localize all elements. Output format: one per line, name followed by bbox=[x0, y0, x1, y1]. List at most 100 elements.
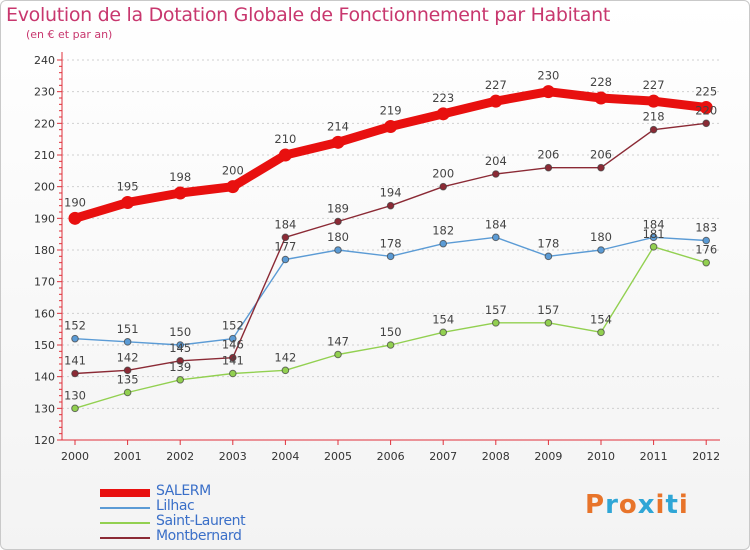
legend-label: SALERM bbox=[156, 483, 211, 499]
data-point-lilhac bbox=[386, 252, 395, 261]
y-tick-label: 240 bbox=[34, 54, 55, 67]
legend-swatch bbox=[100, 507, 150, 509]
data-point-montbernard bbox=[386, 201, 395, 210]
data-point-salerm bbox=[331, 135, 345, 149]
data-label-salerm: 228 bbox=[590, 75, 612, 89]
data-point-montbernard bbox=[123, 366, 132, 375]
x-tick-label: 2005 bbox=[324, 450, 352, 463]
series-points bbox=[68, 85, 713, 413]
data-point-lilhac bbox=[597, 246, 605, 254]
data-point-montbernard bbox=[702, 119, 711, 128]
data-point-saint-laurent bbox=[702, 258, 711, 267]
data-point-montbernard bbox=[492, 170, 500, 178]
legend-label: Saint-Laurent bbox=[156, 513, 246, 529]
data-point-saint-laurent bbox=[439, 328, 448, 337]
data-label-saint-laurent: 157 bbox=[485, 303, 507, 317]
x-tick-label: 2009 bbox=[534, 450, 562, 463]
data-point-montbernard bbox=[439, 182, 448, 191]
data-label-lilhac: 178 bbox=[537, 236, 559, 250]
data-point-saint-laurent bbox=[229, 369, 237, 378]
data-label-montbernard: 204 bbox=[485, 154, 507, 168]
data-point-saint-laurent bbox=[544, 319, 553, 327]
x-tick-label: 2007 bbox=[429, 450, 457, 463]
data-point-lilhac bbox=[281, 255, 290, 264]
data-label-montbernard: 206 bbox=[537, 148, 559, 162]
y-tick-label: 220 bbox=[34, 117, 55, 130]
data-point-lilhac bbox=[492, 233, 500, 242]
logo-letter: o bbox=[618, 490, 638, 520]
data-point-lilhac bbox=[176, 341, 184, 349]
data-point-saint-laurent bbox=[123, 388, 132, 397]
data-label-saint-laurent: 139 bbox=[169, 360, 191, 374]
x-tick-label: 2001 bbox=[114, 450, 142, 463]
data-point-lilhac bbox=[702, 236, 711, 245]
data-label-saint-laurent: 154 bbox=[590, 312, 612, 326]
y-tick-label: 170 bbox=[34, 276, 55, 289]
data-point-salerm bbox=[278, 148, 292, 162]
data-label-saint-laurent: 135 bbox=[117, 373, 139, 387]
data-point-saint-laurent bbox=[597, 328, 605, 337]
data-label-montbernard: 206 bbox=[590, 148, 612, 162]
data-label-montbernard: 218 bbox=[643, 110, 665, 124]
data-point-salerm bbox=[647, 94, 661, 108]
x-tick-label: 2002 bbox=[166, 450, 194, 463]
data-label-salerm: 223 bbox=[432, 91, 454, 105]
data-point-lilhac bbox=[229, 334, 237, 343]
data-label-montbernard: 146 bbox=[222, 338, 244, 352]
y-tick-label: 120 bbox=[34, 434, 55, 447]
chart-title: Evolution de la Dotation Globale de Fonc… bbox=[6, 4, 611, 26]
data-label-lilhac: 150 bbox=[169, 325, 191, 339]
x-tick-label: 2000 bbox=[61, 450, 89, 463]
data-point-salerm bbox=[384, 120, 398, 133]
data-point-saint-laurent bbox=[492, 319, 500, 327]
data-label-saint-laurent: 176 bbox=[695, 243, 717, 257]
legend-swatch bbox=[100, 522, 150, 524]
data-point-lilhac bbox=[544, 252, 553, 261]
data-labels: 190 195 198 200 210 214 219 223 227 230 228 227 225 1… bbox=[64, 69, 717, 403]
data-label-salerm: 227 bbox=[485, 78, 507, 92]
y-tick-label: 140 bbox=[34, 371, 55, 384]
y-tick-label: 180 bbox=[34, 244, 55, 257]
data-label-salerm: 200 bbox=[222, 164, 244, 178]
legend-swatch bbox=[100, 537, 150, 539]
data-point-saint-laurent bbox=[334, 350, 342, 359]
data-label-montbernard: 142 bbox=[117, 350, 139, 364]
data-label-montbernard: 189 bbox=[327, 202, 349, 216]
data-label-lilhac: 184 bbox=[485, 217, 507, 231]
data-point-montbernard bbox=[71, 369, 79, 378]
data-point-salerm bbox=[699, 101, 713, 114]
x-tick-label: 2004 bbox=[271, 450, 299, 463]
data-point-salerm bbox=[594, 91, 608, 105]
data-label-saint-laurent: 147 bbox=[327, 335, 349, 349]
data-label-lilhac: 184 bbox=[643, 217, 665, 231]
data-label-salerm: 190 bbox=[64, 195, 86, 209]
data-point-salerm bbox=[121, 196, 135, 209]
data-label-lilhac: 180 bbox=[327, 230, 349, 244]
logo-letter: t bbox=[665, 490, 679, 520]
data-point-lilhac bbox=[649, 233, 658, 242]
data-point-lilhac bbox=[334, 246, 342, 254]
data-label-montbernard: 194 bbox=[380, 186, 402, 200]
data-label-lilhac: 182 bbox=[432, 224, 454, 238]
data-point-montbernard bbox=[176, 357, 184, 365]
data-point-lilhac bbox=[439, 239, 448, 248]
x-tick-label: 2003 bbox=[219, 450, 247, 463]
data-point-saint-laurent bbox=[71, 404, 79, 413]
data-point-salerm bbox=[226, 180, 240, 194]
data-point-salerm bbox=[68, 211, 82, 225]
chart-subtitle: (en € et par an) bbox=[26, 28, 113, 41]
data-label-montbernard: 145 bbox=[169, 341, 191, 355]
logo-letter: r bbox=[605, 490, 619, 520]
data-point-salerm bbox=[173, 186, 187, 200]
data-label-lilhac: 180 bbox=[590, 230, 612, 244]
legend-label: Montbernard bbox=[156, 528, 242, 544]
logo-letter: i bbox=[678, 490, 689, 520]
data-label-lilhac: 152 bbox=[64, 319, 86, 333]
data-point-montbernard bbox=[649, 125, 658, 134]
data-label-saint-laurent: 150 bbox=[380, 325, 402, 339]
x-tick-label: 2012 bbox=[692, 450, 720, 463]
data-label-montbernard: 184 bbox=[274, 217, 296, 231]
data-point-lilhac bbox=[71, 334, 79, 343]
y-tick-label: 130 bbox=[34, 402, 55, 415]
